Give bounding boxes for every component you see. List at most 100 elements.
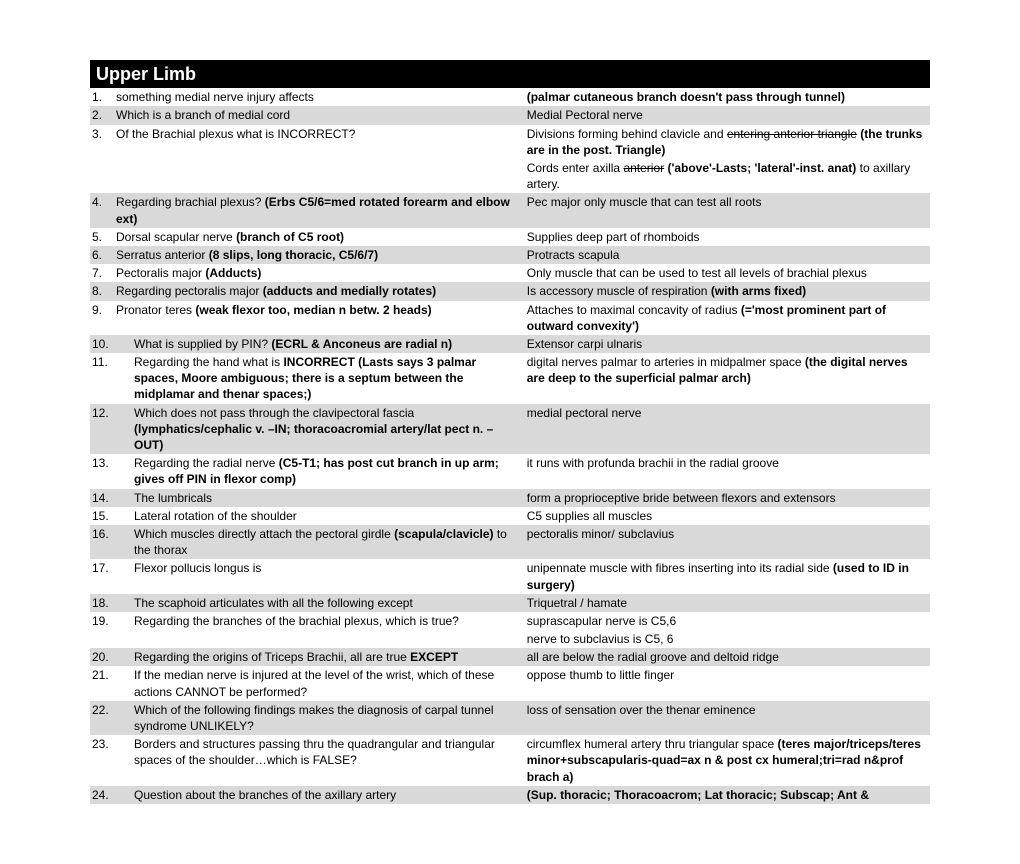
answer-cell: oppose thumb to little finger: [527, 667, 928, 683]
row-number: 15.: [92, 508, 134, 524]
answer-cell: digital nerves palmar to arteries in mid…: [527, 354, 928, 386]
question-cell: Regarding pectoralis major (adducts and …: [116, 283, 527, 299]
answer-cell: Protracts scapula: [527, 247, 928, 263]
question-cell: Dorsal scapular nerve (branch of C5 root…: [116, 229, 527, 245]
table-row: 22.Which of the following findings makes…: [90, 701, 930, 735]
row-number: 19.: [92, 613, 134, 629]
question-cell: Regarding the radial nerve (C5-T1; has p…: [134, 455, 527, 487]
answer-cell: Only muscle that can be used to test all…: [527, 265, 928, 281]
table-row: 14.The lumbricalsform a proprioceptive b…: [90, 489, 930, 507]
document-container: Upper Limb 1.something medial nerve inju…: [90, 60, 930, 804]
question-cell: Borders and structures passing thru the …: [134, 736, 527, 768]
table-row: 5.Dorsal scapular nerve (branch of C5 ro…: [90, 228, 930, 246]
table-row: 4.Regarding brachial plexus? (Erbs C5/6=…: [90, 193, 930, 227]
row-number: 16.: [92, 526, 134, 542]
row-number: 18.: [92, 595, 134, 611]
table-row: 7.Pectoralis major (Adducts)Only muscle …: [90, 264, 930, 282]
table-row: 15.Lateral rotation of the shoulderC5 su…: [90, 507, 930, 525]
question-cell: Which muscles directly attach the pector…: [134, 526, 527, 558]
row-number: 7.: [92, 265, 116, 281]
table-row: 1.something medial nerve injury affects(…: [90, 88, 930, 106]
row-number: 4.: [92, 194, 116, 210]
answer-cell: Triquetral / hamate: [527, 595, 928, 611]
answer-cell: C5 supplies all muscles: [527, 508, 928, 524]
question-cell: Which of the following findings makes th…: [134, 702, 527, 734]
question-cell: The scaphoid articulates with all the fo…: [134, 595, 527, 611]
answer-cell: Cords enter axilla anterior ('above'-Las…: [527, 160, 928, 192]
question-cell: If the median nerve is injured at the le…: [134, 667, 527, 699]
answer-cell: medial pectoral nerve: [527, 405, 928, 421]
table-row: 16.Which muscles directly attach the pec…: [90, 525, 930, 559]
table-row: 24.Question about the branches of the ax…: [90, 786, 930, 804]
row-number: 13.: [92, 455, 134, 471]
table-row: 10.What is supplied by PIN? (ECRL & Anco…: [90, 335, 930, 353]
question-cell: Regarding the origins of Triceps Brachii…: [134, 649, 527, 665]
row-number: 6.: [92, 247, 116, 263]
answer-cell: nerve to subclavius is C5, 6: [527, 631, 928, 647]
answer-cell: circumflex humeral artery thru triangula…: [527, 736, 928, 785]
answer-cell: Medial Pectoral nerve: [527, 107, 928, 123]
question-cell: Question about the branches of the axill…: [134, 787, 527, 803]
table-row: 3.Of the Brachial plexus what is INCORRE…: [90, 125, 930, 159]
row-number: 1.: [92, 89, 116, 105]
answer-cell: (Sup. thoracic; Thoracoacrom; Lat thorac…: [527, 787, 928, 803]
question-cell: Flexor pollucis longus is: [134, 560, 527, 576]
answer-cell: suprascapular nerve is C5,6: [527, 613, 928, 629]
question-cell: Regarding the branches of the brachial p…: [134, 613, 527, 629]
row-number: 8.: [92, 283, 116, 299]
answer-cell: pectoralis minor/ subclavius: [527, 526, 928, 542]
table-row: 18.The scaphoid articulates with all the…: [90, 594, 930, 612]
question-cell: Of the Brachial plexus what is INCORRECT…: [116, 126, 527, 142]
row-number: 12.: [92, 405, 134, 421]
row-number: 9.: [92, 302, 116, 318]
row-number: 3.: [92, 126, 116, 142]
table-row: 20.Regarding the origins of Triceps Brac…: [90, 648, 930, 666]
table-row: 23.Borders and structures passing thru t…: [90, 735, 930, 786]
row-number: 20.: [92, 649, 134, 665]
question-table: 1.something medial nerve injury affects(…: [90, 88, 930, 804]
question-cell: Which does not pass through the clavipec…: [134, 405, 527, 454]
answer-cell: Pec major only muscle that can test all …: [527, 194, 928, 210]
row-number: 23.: [92, 736, 134, 752]
row-number: 21.: [92, 667, 134, 683]
question-cell: something medial nerve injury affects: [116, 89, 527, 105]
answer-cell: (palmar cutaneous branch doesn't pass th…: [527, 89, 928, 105]
row-number: 11.: [92, 354, 134, 370]
row-number: 10.: [92, 336, 134, 352]
row-number: 2.: [92, 107, 116, 123]
table-row: 8.Regarding pectoralis major (adducts an…: [90, 282, 930, 300]
question-cell: Regarding brachial plexus? (Erbs C5/6=me…: [116, 194, 527, 226]
row-number: 5.: [92, 229, 116, 245]
question-cell: Serratus anterior (8 slips, long thoraci…: [116, 247, 527, 263]
answer-cell: all are below the radial groove and delt…: [527, 649, 928, 665]
question-cell: Pronator teres (weak flexor too, median …: [116, 302, 527, 318]
row-number: 17.: [92, 560, 134, 576]
table-row: nerve to subclavius is C5, 6: [90, 630, 930, 648]
question-cell: Regarding the hand what is INCORRECT (La…: [134, 354, 527, 403]
answer-cell: Extensor carpi ulnaris: [527, 336, 928, 352]
question-cell: Pectoralis major (Adducts): [116, 265, 527, 281]
table-row: 2.Which is a branch of medial cordMedial…: [90, 106, 930, 124]
table-row: 13.Regarding the radial nerve (C5-T1; ha…: [90, 454, 930, 488]
table-row: 6.Serratus anterior (8 slips, long thora…: [90, 246, 930, 264]
answer-cell: loss of sensation over the thenar eminen…: [527, 702, 928, 718]
section-title: Upper Limb: [90, 60, 930, 88]
answer-cell: it runs with profunda brachii in the rad…: [527, 455, 928, 471]
row-number: 14.: [92, 490, 134, 506]
answer-cell: Is accessory muscle of respiration (with…: [527, 283, 928, 299]
question-cell: Lateral rotation of the shoulder: [134, 508, 527, 524]
row-number: 24.: [92, 787, 134, 803]
question-cell: What is supplied by PIN? (ECRL & Anconeu…: [134, 336, 527, 352]
table-row: 19.Regarding the branches of the brachia…: [90, 612, 930, 630]
answer-cell: Attaches to maximal concavity of radius …: [527, 302, 928, 334]
answer-cell: unipennate muscle with fibres inserting …: [527, 560, 928, 592]
answer-cell: Divisions forming behind clavicle and en…: [527, 126, 928, 158]
row-number: 22.: [92, 702, 134, 718]
question-cell: Which is a branch of medial cord: [116, 107, 527, 123]
table-row: 17.Flexor pollucis longus isunipennate m…: [90, 559, 930, 593]
table-row: 21.If the median nerve is injured at the…: [90, 666, 930, 700]
table-row: 11.Regarding the hand what is INCORRECT …: [90, 353, 930, 404]
table-row: Cords enter axilla anterior ('above'-Las…: [90, 159, 930, 193]
question-cell: The lumbricals: [134, 490, 527, 506]
table-row: 12.Which does not pass through the clavi…: [90, 404, 930, 455]
